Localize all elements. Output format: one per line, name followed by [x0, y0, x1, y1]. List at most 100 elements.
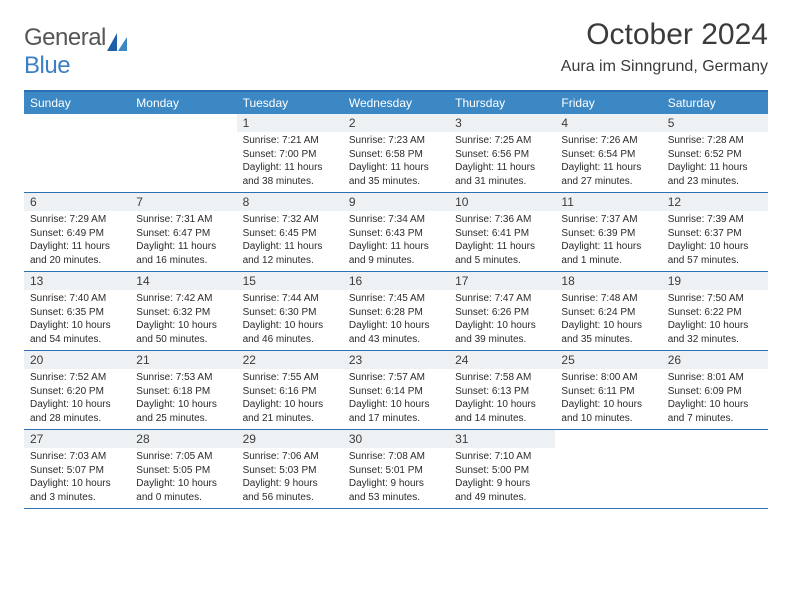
- day-cell: [24, 114, 130, 192]
- logo: GeneralBlue: [24, 24, 129, 80]
- month-title: October 2024: [561, 18, 768, 52]
- sunset-text: Sunset: 6:18 PM: [136, 385, 230, 399]
- day-cell: [662, 430, 768, 508]
- day-body: Sunrise: 7:37 AMSunset: 6:39 PMDaylight:…: [555, 211, 661, 271]
- sunrise-text: Sunrise: 7:05 AM: [136, 450, 230, 464]
- sunset-text: Sunset: 6:11 PM: [561, 385, 655, 399]
- sunrise-text: Sunrise: 7:21 AM: [243, 134, 337, 148]
- day-number: 4: [561, 116, 655, 130]
- day-body: Sunrise: 7:32 AMSunset: 6:45 PMDaylight:…: [237, 211, 343, 271]
- sunrise-text: Sunrise: 7:25 AM: [455, 134, 549, 148]
- day-number: 20: [30, 353, 124, 367]
- daylight-text: Daylight: 10 hours and 54 minutes.: [30, 319, 124, 346]
- day-cell: 26Sunrise: 8:01 AMSunset: 6:09 PMDayligh…: [662, 351, 768, 429]
- sunset-text: Sunset: 6:45 PM: [243, 227, 337, 241]
- day-cell: 18Sunrise: 7:48 AMSunset: 6:24 PMDayligh…: [555, 272, 661, 350]
- week-row: 27Sunrise: 7:03 AMSunset: 5:07 PMDayligh…: [24, 430, 768, 509]
- day-number: 18: [561, 274, 655, 288]
- daylight-text: Daylight: 10 hours and 25 minutes.: [136, 398, 230, 425]
- daylight-text: Daylight: 11 hours and 31 minutes.: [455, 161, 549, 188]
- day-body: Sunrise: 7:40 AMSunset: 6:35 PMDaylight:…: [24, 290, 130, 350]
- day-body: Sunrise: 7:47 AMSunset: 6:26 PMDaylight:…: [449, 290, 555, 350]
- day-number: 7: [136, 195, 230, 209]
- week-row: 6Sunrise: 7:29 AMSunset: 6:49 PMDaylight…: [24, 193, 768, 272]
- sunset-text: Sunset: 6:13 PM: [455, 385, 549, 399]
- day-cell: 5Sunrise: 7:28 AMSunset: 6:52 PMDaylight…: [662, 114, 768, 192]
- dow-monday: Monday: [130, 92, 236, 114]
- daylight-text: Daylight: 10 hours and 46 minutes.: [243, 319, 337, 346]
- dow-row: Sunday Monday Tuesday Wednesday Thursday…: [24, 92, 768, 114]
- sunrise-text: Sunrise: 7:28 AM: [668, 134, 762, 148]
- sunrise-text: Sunrise: 7:48 AM: [561, 292, 655, 306]
- sunset-text: Sunset: 6:14 PM: [349, 385, 443, 399]
- weeks-container: 1Sunrise: 7:21 AMSunset: 7:00 PMDaylight…: [24, 114, 768, 509]
- daynum-row: 25: [555, 351, 661, 369]
- day-cell: 1Sunrise: 7:21 AMSunset: 7:00 PMDaylight…: [237, 114, 343, 192]
- dow-tuesday: Tuesday: [237, 92, 343, 114]
- day-cell: 7Sunrise: 7:31 AMSunset: 6:47 PMDaylight…: [130, 193, 236, 271]
- daynum-row: 24: [449, 351, 555, 369]
- daylight-text: Daylight: 10 hours and 10 minutes.: [561, 398, 655, 425]
- day-body: Sunrise: 7:44 AMSunset: 6:30 PMDaylight:…: [237, 290, 343, 350]
- day-cell: 15Sunrise: 7:44 AMSunset: 6:30 PMDayligh…: [237, 272, 343, 350]
- day-cell: 14Sunrise: 7:42 AMSunset: 6:32 PMDayligh…: [130, 272, 236, 350]
- day-body: Sunrise: 7:23 AMSunset: 6:58 PMDaylight:…: [343, 132, 449, 192]
- sunset-text: Sunset: 5:01 PM: [349, 464, 443, 478]
- sunrise-text: Sunrise: 7:45 AM: [349, 292, 443, 306]
- day-cell: 6Sunrise: 7:29 AMSunset: 6:49 PMDaylight…: [24, 193, 130, 271]
- sunset-text: Sunset: 6:30 PM: [243, 306, 337, 320]
- day-number: 3: [455, 116, 549, 130]
- day-cell: 10Sunrise: 7:36 AMSunset: 6:41 PMDayligh…: [449, 193, 555, 271]
- sunrise-text: Sunrise: 7:42 AM: [136, 292, 230, 306]
- day-body: Sunrise: 7:39 AMSunset: 6:37 PMDaylight:…: [662, 211, 768, 271]
- day-cell: 27Sunrise: 7:03 AMSunset: 5:07 PMDayligh…: [24, 430, 130, 508]
- day-body: Sunrise: 7:55 AMSunset: 6:16 PMDaylight:…: [237, 369, 343, 429]
- sunset-text: Sunset: 6:35 PM: [30, 306, 124, 320]
- daynum-row: 20: [24, 351, 130, 369]
- sunset-text: Sunset: 6:28 PM: [349, 306, 443, 320]
- sunrise-text: Sunrise: 8:01 AM: [668, 371, 762, 385]
- day-body: [555, 434, 661, 440]
- day-number: 28: [136, 432, 230, 446]
- sunrise-text: Sunrise: 7:55 AM: [243, 371, 337, 385]
- sunset-text: Sunset: 6:20 PM: [30, 385, 124, 399]
- daynum-row: 12: [662, 193, 768, 211]
- sunset-text: Sunset: 6:49 PM: [30, 227, 124, 241]
- day-number: 14: [136, 274, 230, 288]
- day-cell: [555, 430, 661, 508]
- daynum-row: 14: [130, 272, 236, 290]
- day-number: 21: [136, 353, 230, 367]
- day-body: Sunrise: 7:03 AMSunset: 5:07 PMDaylight:…: [24, 448, 130, 508]
- day-number: 2: [349, 116, 443, 130]
- sunrise-text: Sunrise: 7:26 AM: [561, 134, 655, 148]
- day-cell: 22Sunrise: 7:55 AMSunset: 6:16 PMDayligh…: [237, 351, 343, 429]
- daynum-row: 5: [662, 114, 768, 132]
- sunrise-text: Sunrise: 7:29 AM: [30, 213, 124, 227]
- day-number: 31: [455, 432, 549, 446]
- daylight-text: Daylight: 10 hours and 39 minutes.: [455, 319, 549, 346]
- daynum-row: 31: [449, 430, 555, 448]
- dow-wednesday: Wednesday: [343, 92, 449, 114]
- daynum-row: 18: [555, 272, 661, 290]
- day-body: Sunrise: 7:29 AMSunset: 6:49 PMDaylight:…: [24, 211, 130, 271]
- daynum-row: 10: [449, 193, 555, 211]
- sunrise-text: Sunrise: 7:23 AM: [349, 134, 443, 148]
- daylight-text: Daylight: 11 hours and 12 minutes.: [243, 240, 337, 267]
- day-body: [662, 434, 768, 440]
- sunrise-text: Sunrise: 7:36 AM: [455, 213, 549, 227]
- daylight-text: Daylight: 11 hours and 5 minutes.: [455, 240, 549, 267]
- sunrise-text: Sunrise: 7:08 AM: [349, 450, 443, 464]
- sunrise-text: Sunrise: 7:34 AM: [349, 213, 443, 227]
- day-cell: 13Sunrise: 7:40 AMSunset: 6:35 PMDayligh…: [24, 272, 130, 350]
- day-body: Sunrise: 7:05 AMSunset: 5:05 PMDaylight:…: [130, 448, 236, 508]
- daylight-text: Daylight: 10 hours and 3 minutes.: [30, 477, 124, 504]
- dow-thursday: Thursday: [449, 92, 555, 114]
- sunrise-text: Sunrise: 7:06 AM: [243, 450, 337, 464]
- day-number: 17: [455, 274, 549, 288]
- day-cell: 16Sunrise: 7:45 AMSunset: 6:28 PMDayligh…: [343, 272, 449, 350]
- daynum-row: 11: [555, 193, 661, 211]
- daynum-row: 1: [237, 114, 343, 132]
- sunrise-text: Sunrise: 7:03 AM: [30, 450, 124, 464]
- day-number: 5: [668, 116, 762, 130]
- day-body: Sunrise: 7:21 AMSunset: 7:00 PMDaylight:…: [237, 132, 343, 192]
